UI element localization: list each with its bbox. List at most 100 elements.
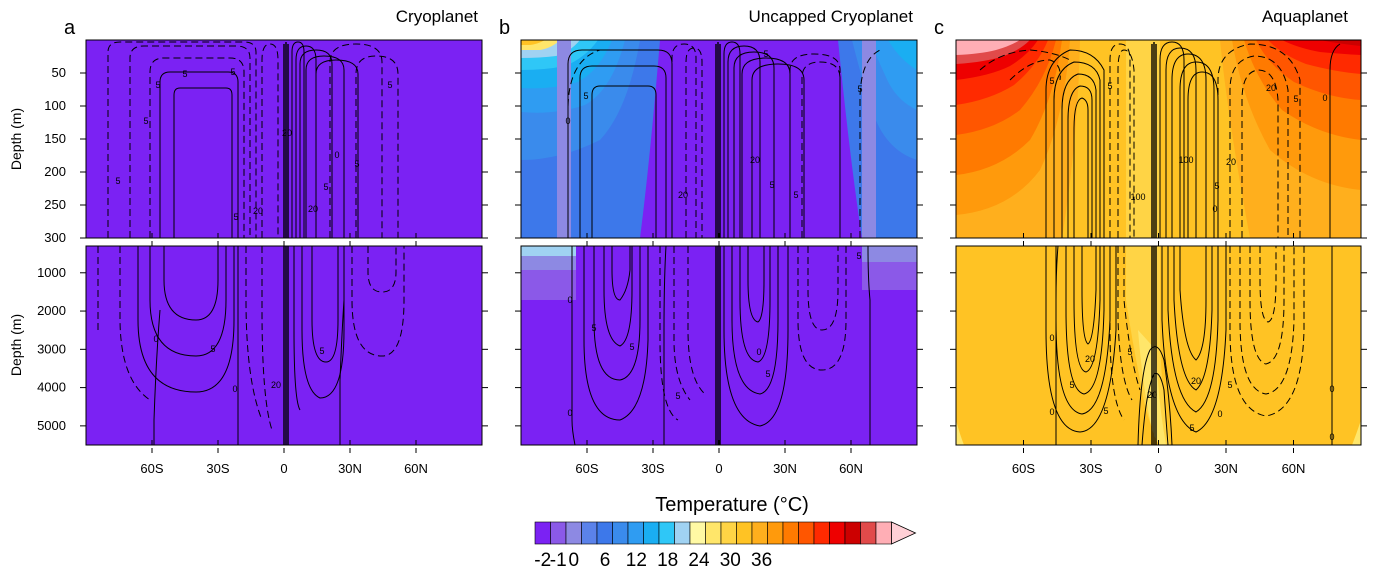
x-tick-label: 0 <box>715 461 722 476</box>
colorbar-tick-label: 6 <box>600 550 611 571</box>
contour-label: 5 <box>856 251 861 261</box>
panel-c-upper-contours <box>979 41 1341 238</box>
colorbar-swatch <box>596 521 613 545</box>
panel-b-upper-contours <box>567 41 881 238</box>
colorbar-swatch <box>689 521 706 545</box>
panel-c-letter: c <box>934 17 944 39</box>
contour-label: 5 <box>765 369 770 379</box>
contour-label: 5 <box>1069 380 1074 390</box>
x-tick-label: 30N <box>773 461 797 476</box>
colorbar-swatch <box>720 521 737 545</box>
colorbar-tick-label: 0 <box>568 550 579 571</box>
contour-label: 5 <box>857 84 862 94</box>
colorbar-swatch <box>627 521 644 545</box>
contour-label: 5 <box>210 344 215 354</box>
y-tick-label: 5000 <box>37 418 66 433</box>
colorbar-swatch <box>829 521 846 545</box>
colorbar-tick-label: 24 <box>688 550 710 571</box>
x-tick-label: 30N <box>338 461 362 476</box>
panel-b-lower-shading <box>521 246 917 300</box>
contour-label: 0 <box>567 408 572 418</box>
contour-label: 0 <box>1329 384 1334 394</box>
panel-b-title: Uncapped Cryoplanet <box>749 7 914 26</box>
contour-label: 5 <box>1103 406 1108 416</box>
colorbar-swatch <box>643 521 660 545</box>
panel-c-upper-shading <box>956 40 1361 238</box>
colorbar-swatches <box>534 521 917 545</box>
contour-label: 20 <box>271 380 281 390</box>
contour-label: 0 <box>1217 409 1222 419</box>
x-tick-label: 60S <box>1012 461 1035 476</box>
panel-a: a Cryoplanet <box>8 7 483 446</box>
contour-label: 0 <box>565 116 570 126</box>
colorbar-swatch <box>736 521 753 545</box>
contour-label: 20 <box>678 190 688 200</box>
contour-label: 20 <box>253 206 263 216</box>
colorbar-tick-label: -2 <box>534 550 551 571</box>
y-tick-label: 300 <box>44 230 66 245</box>
contour-label: 5 <box>583 91 588 101</box>
colorbar-swatch <box>798 521 815 545</box>
y-axis-label-upper: Depth (m) <box>8 108 24 170</box>
contour-label: 5 <box>233 212 238 222</box>
y-tick-label: 100 <box>44 98 66 113</box>
colorbar-overflow-triangle <box>891 521 917 545</box>
colorbar-tick-label: 36 <box>751 550 772 571</box>
x-tick-label: 0 <box>1155 461 1162 476</box>
panel-b-contour-labels: 5 0 5 20 20 5 5 5 5 0 5 5 5 5 0 0 <box>565 49 862 418</box>
contour-label: 5 <box>1214 181 1219 191</box>
contour-label: 5 <box>230 67 235 77</box>
colorbar-swatch <box>767 521 784 545</box>
colorbar-swatch <box>550 521 567 545</box>
x-tick-label: 0 <box>280 461 287 476</box>
colorbar-swatch <box>581 521 598 545</box>
contour-label: 5 <box>763 49 768 59</box>
contour-label: 20 <box>1147 390 1157 400</box>
y-tick-label: 2000 <box>37 303 66 318</box>
contour-label: 20 <box>1266 83 1276 93</box>
x-tick-label: 60N <box>404 461 428 476</box>
colorbar-labels: -2-1 0 6 12 18 24 30 36 <box>534 550 772 571</box>
x-tick-label: 30S <box>206 461 229 476</box>
x-tick-label: 60S <box>140 461 163 476</box>
x-tick-label: 60N <box>1282 461 1306 476</box>
x-tick-label: 60N <box>839 461 863 476</box>
x-tick-label: 60S <box>575 461 598 476</box>
contour-label: 5 <box>115 176 120 186</box>
contour-label: 5 <box>323 182 328 192</box>
panel-c-title: Aquaplanet <box>1262 7 1348 26</box>
contour-label: 100 <box>1178 155 1193 165</box>
contour-label: 20 <box>282 128 292 138</box>
contour-label: 5 <box>1189 423 1194 433</box>
y-tick-label: 250 <box>44 197 66 212</box>
contour-label: 5 <box>1293 94 1298 104</box>
contour-label: 5 <box>769 180 774 190</box>
panel-b: b Uncapped Cryoplanet <box>499 7 918 446</box>
contour-label: 5 <box>387 80 392 90</box>
contour-label: 5 <box>143 116 148 126</box>
y-tick-label: 1000 <box>37 265 66 280</box>
y-tick-label: 200 <box>44 164 66 179</box>
contour-label: 20 <box>1085 354 1095 364</box>
contour-label: 0 <box>567 295 572 305</box>
colorbar-swatch <box>658 521 675 545</box>
y-tick-label: 4000 <box>37 380 66 395</box>
panel-a-lower-contours <box>97 246 405 445</box>
y-axis-label-lower: Depth (m) <box>8 314 24 376</box>
panel-c-lower-contours <box>1045 246 1333 445</box>
colorbar-swatch <box>534 521 551 545</box>
panel-b-lower-contours <box>571 246 871 445</box>
colorbar-tick-label: 12 <box>626 550 647 571</box>
panel-b-letter: b <box>499 17 510 39</box>
contour-label: 5 <box>182 69 187 79</box>
colorbar-swatch <box>674 521 691 545</box>
colorbar-tick-label: 18 <box>657 550 678 571</box>
colorbar-tick-label: 30 <box>720 550 741 571</box>
panel-a-title: Cryoplanet <box>396 7 478 26</box>
contour-label: 5 <box>1227 380 1232 390</box>
contour-label: 0 <box>1329 432 1334 442</box>
contour-label: 0 <box>1322 93 1327 103</box>
contour-label: 5 <box>675 391 680 401</box>
contour-label: 0 <box>756 347 761 357</box>
